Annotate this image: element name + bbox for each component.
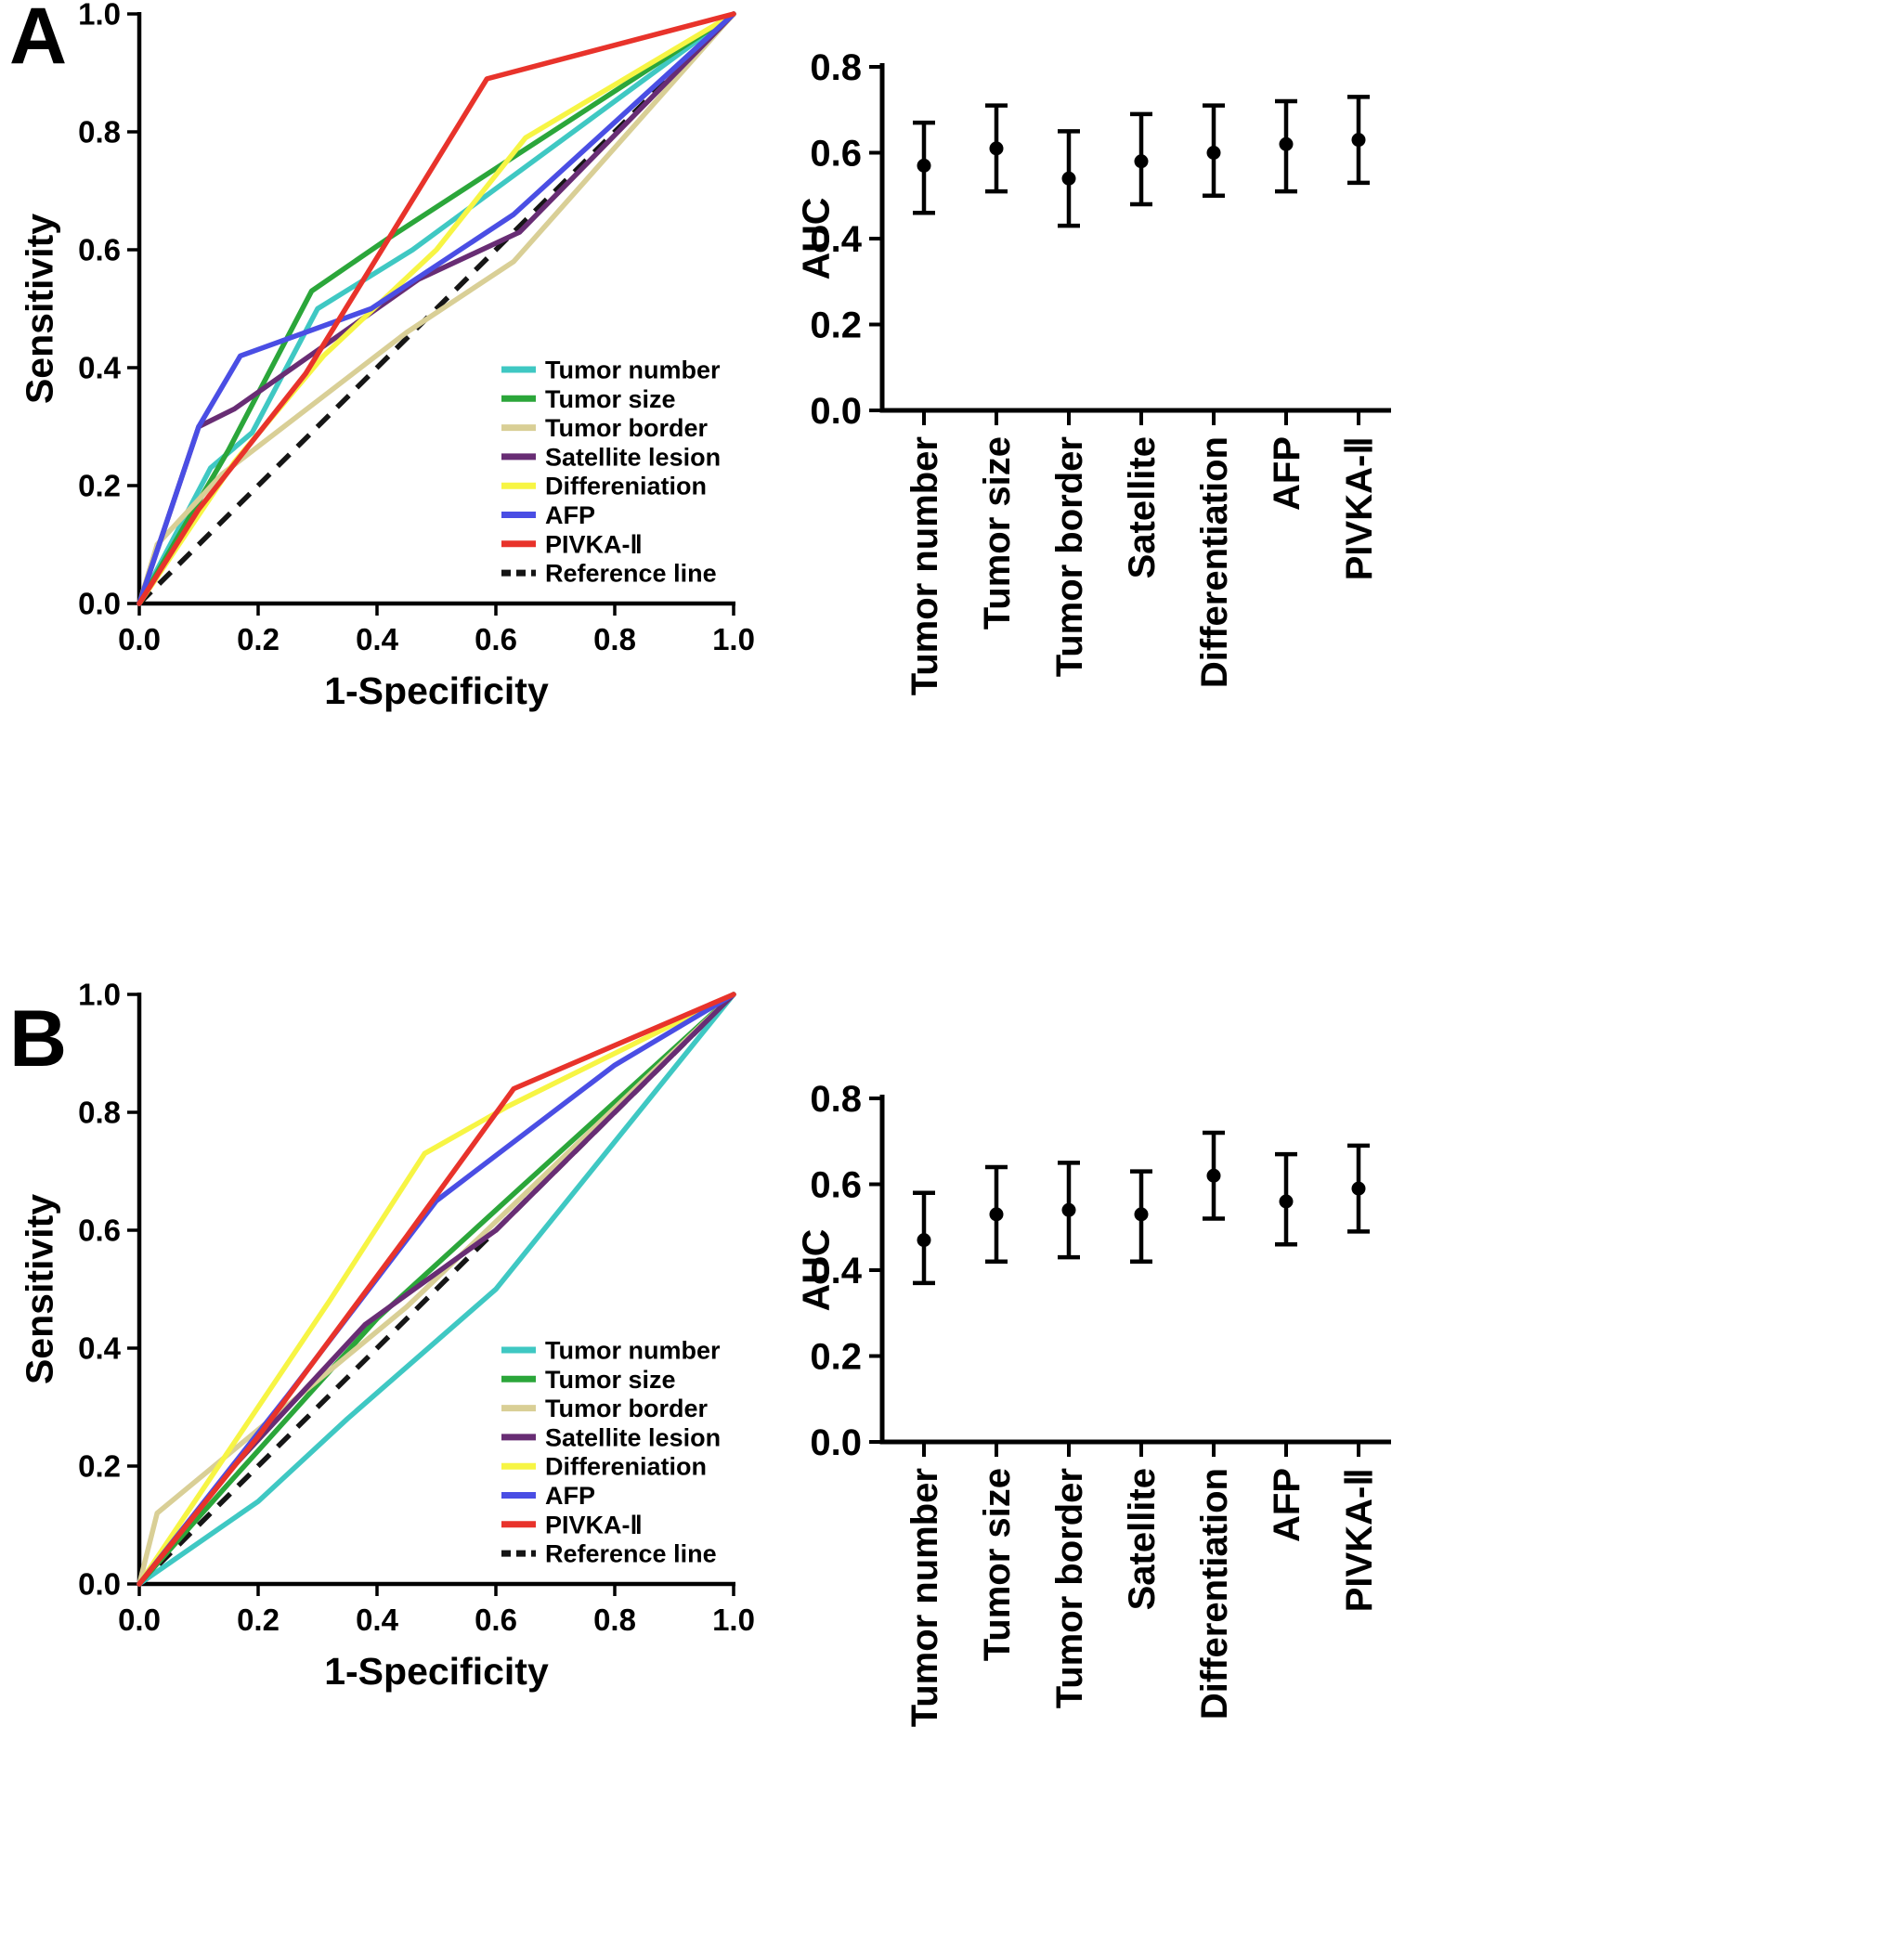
svg-text:Differeniation: Differeniation [545, 1453, 707, 1481]
svg-text:Satellite: Satellite [1122, 1468, 1163, 1610]
svg-text:Tumor number: Tumor number [904, 436, 945, 695]
panel-B: B 0.0 0.2 0.4 0.6 0.8 1.0 0.0 0.2 0.4 0.6 0.8 1.0 1-… [0, 980, 1886, 1960]
panel-A: A 0.0 0.2 0.4 0.6 0.8 1.0 0.0 0.2 0.4 0.6 0.8 1.0 1-… [0, 0, 1886, 891]
svg-text:0.0: 0.0 [810, 391, 862, 432]
svg-text:AUC: AUC [794, 198, 837, 280]
svg-text:1-Specificity: 1-Specificity [324, 669, 549, 712]
svg-text:Tumor number: Tumor number [545, 1336, 721, 1364]
roc-plot-B: 0.0 0.2 0.4 0.6 0.8 1.0 0.0 0.2 0.4 0.6 0.8 1.0 1-Sp… [18, 980, 755, 1693]
roc-chart-B: 0.0 0.2 0.4 0.6 0.8 1.0 0.0 0.2 0.4 0.6 0.8 1.0 1-Sp… [0, 980, 780, 1742]
svg-text:Satellite: Satellite [1122, 436, 1163, 578]
svg-text:0.0: 0.0 [78, 587, 121, 621]
svg-text:Tumor number: Tumor number [904, 1468, 945, 1727]
svg-text:1.0: 1.0 [712, 622, 755, 656]
svg-text:0.0: 0.0 [118, 1603, 161, 1637]
svg-text:Tumor border: Tumor border [1049, 1468, 1090, 1708]
svg-text:0.4: 0.4 [356, 622, 399, 656]
svg-text:0.2: 0.2 [237, 1603, 280, 1637]
svg-text:0.6: 0.6 [78, 233, 121, 267]
svg-text:0.2: 0.2 [237, 622, 280, 656]
svg-text:Satellite lesion: Satellite lesion [545, 1423, 721, 1451]
svg-text:0.8: 0.8 [78, 1096, 121, 1130]
auc-plot-A: 0.0 0.2 0.4 0.6 0.8 AUC Tumor number Tumor size… [794, 47, 1391, 695]
panel-label-A: A [9, 0, 68, 81]
svg-text:0.6: 0.6 [475, 622, 517, 656]
svg-text:0.0: 0.0 [810, 1422, 862, 1463]
svg-text:Tumor size: Tumor size [545, 385, 676, 413]
svg-text:PIVKA-Ⅱ: PIVKA-Ⅱ [545, 530, 643, 558]
svg-text:Tumor border: Tumor border [1049, 436, 1090, 677]
roc-plot-A: 0.0 0.2 0.4 0.6 0.8 1.0 0.0 0.2 0.4 0.6 0.8 1.0 1-Sp… [18, 0, 755, 712]
svg-text:Tumor border: Tumor border [545, 1395, 708, 1422]
auc-chart-B: 0.0 0.2 0.4 0.6 0.8 AUC Tumor number Tumor size… [780, 1032, 1886, 1923]
svg-text:0.0: 0.0 [118, 622, 161, 656]
svg-text:Differeniation: Differeniation [545, 473, 707, 500]
svg-text:AFP: AFP [1267, 1468, 1307, 1542]
svg-text:0.0: 0.0 [78, 1567, 121, 1602]
svg-text:0.4: 0.4 [78, 351, 122, 385]
svg-text:Sensitivity: Sensitivity [18, 1194, 60, 1384]
svg-text:0.4: 0.4 [810, 219, 862, 260]
roc-chart-A: 0.0 0.2 0.4 0.6 0.8 1.0 0.0 0.2 0.4 0.6 0.8 1.0 1-Sp… [0, 0, 780, 761]
svg-text:0.6: 0.6 [78, 1214, 121, 1248]
svg-text:PIVKA-Ⅱ: PIVKA-Ⅱ [545, 1511, 643, 1538]
svg-text:1.0: 1.0 [78, 0, 121, 32]
svg-text:0.6: 0.6 [810, 1165, 862, 1206]
svg-text:PIVKA-Ⅱ: PIVKA-Ⅱ [1339, 436, 1380, 580]
svg-text:Tumor size: Tumor size [977, 1468, 1018, 1661]
svg-text:0.4: 0.4 [810, 1251, 862, 1292]
svg-text:AUC: AUC [794, 1229, 837, 1312]
svg-text:Differentiation: Differentiation [1194, 436, 1235, 688]
svg-text:Tumor border: Tumor border [545, 414, 708, 442]
svg-text:0.4: 0.4 [356, 1603, 399, 1637]
svg-text:Reference line: Reference line [545, 1540, 717, 1568]
svg-text:AFP: AFP [545, 1482, 595, 1510]
svg-text:0.8: 0.8 [810, 47, 862, 88]
svg-text:0.2: 0.2 [810, 1337, 862, 1378]
svg-text:PIVKA-Ⅱ: PIVKA-Ⅱ [1339, 1468, 1380, 1612]
svg-text:1-Specificity: 1-Specificity [324, 1650, 549, 1693]
svg-text:0.8: 0.8 [810, 1079, 862, 1120]
svg-text:Tumor number: Tumor number [545, 356, 721, 383]
svg-text:0.2: 0.2 [810, 305, 862, 346]
panel-label-B: B [9, 994, 68, 1084]
svg-text:1.0: 1.0 [712, 1603, 755, 1637]
svg-text:AFP: AFP [545, 501, 595, 529]
svg-text:0.4: 0.4 [78, 1331, 122, 1366]
svg-text:0.8: 0.8 [593, 1603, 636, 1637]
svg-text:0.2: 0.2 [78, 469, 121, 503]
svg-text:0.6: 0.6 [810, 134, 862, 175]
svg-text:1.0: 1.0 [78, 980, 121, 1012]
svg-text:Tumor size: Tumor size [977, 436, 1018, 630]
auc-plot-B: 0.0 0.2 0.4 0.6 0.8 AUC Tumor number Tumor size… [794, 1079, 1391, 1727]
svg-text:0.6: 0.6 [475, 1603, 517, 1637]
svg-text:Differentiation: Differentiation [1194, 1468, 1235, 1720]
svg-text:0.8: 0.8 [78, 115, 121, 149]
svg-text:0.2: 0.2 [78, 1449, 121, 1484]
svg-text:Tumor size: Tumor size [545, 1366, 676, 1394]
svg-text:AFP: AFP [1267, 436, 1307, 511]
auc-chart-A: 0.0 0.2 0.4 0.6 0.8 AUC Tumor number Tumor size… [780, 0, 1886, 891]
svg-text:Satellite lesion: Satellite lesion [545, 443, 721, 471]
svg-text:Reference line: Reference line [545, 560, 717, 588]
svg-text:0.8: 0.8 [593, 622, 636, 656]
svg-text:Sensitivity: Sensitivity [18, 214, 60, 404]
